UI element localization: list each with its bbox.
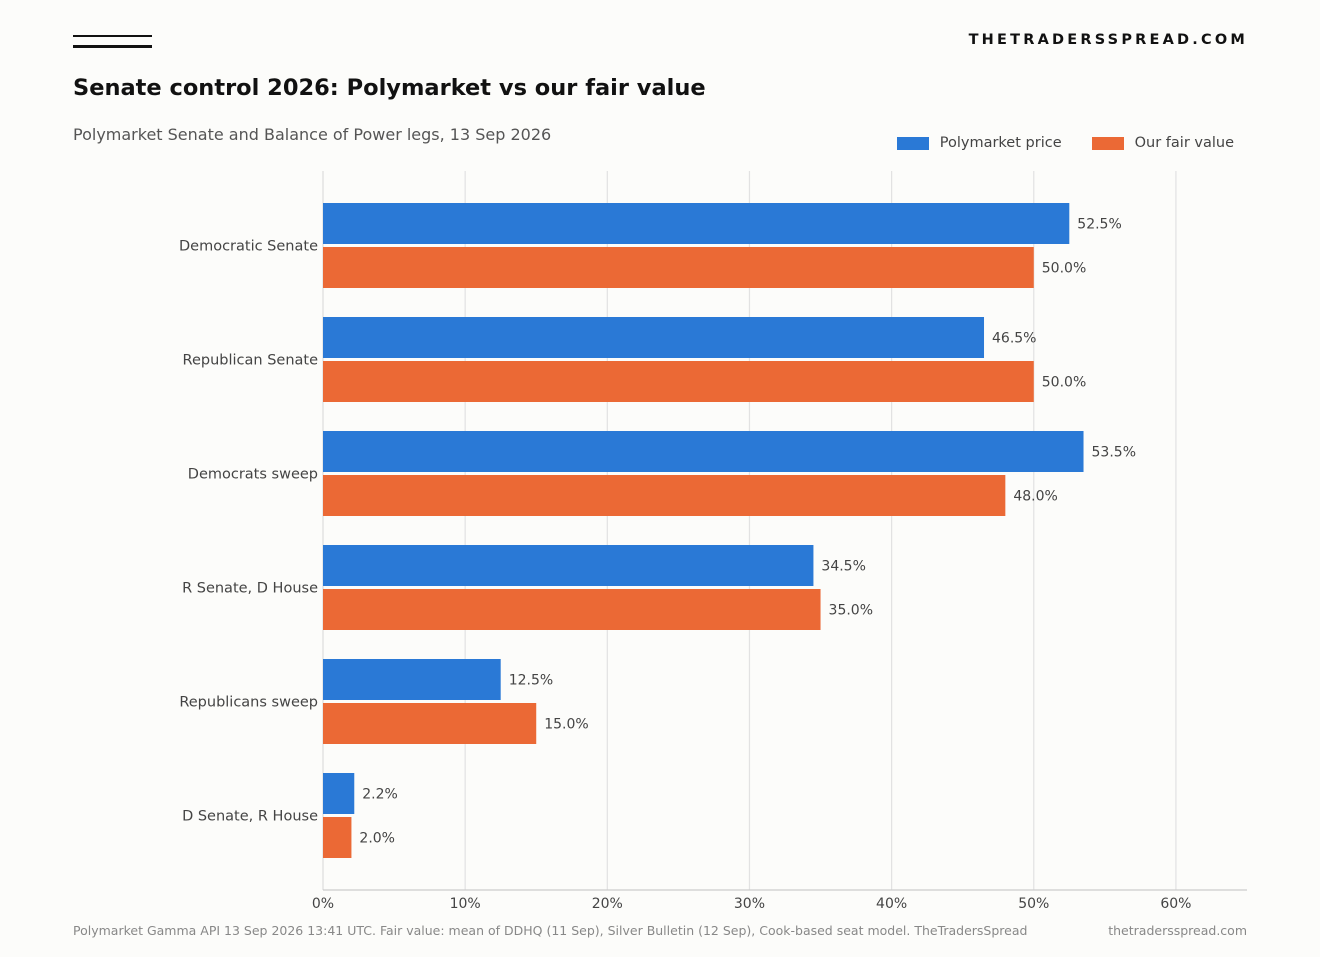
bar-fair-value-democratic-senate bbox=[323, 247, 1034, 288]
chart-subtitle: Polymarket Senate and Balance of Power l… bbox=[73, 125, 552, 144]
legend-item-fair-value: Our fair value bbox=[1091, 135, 1234, 151]
chart-title: Senate control 2026: Polymarket vs our f… bbox=[73, 75, 706, 101]
data-label-polymarket-r-senate-d-house: 34.5% bbox=[821, 559, 865, 575]
category-label-republican-senate: Republican Senate bbox=[183, 353, 319, 369]
brand-name: THETRADERSSPREAD.COM bbox=[968, 32, 1248, 48]
bar-fair-value-democrats-sweep bbox=[323, 475, 1006, 516]
data-label-polymarket-democratic-senate: 52.5% bbox=[1077, 217, 1121, 233]
category-label-democratic-senate: Democratic Senate bbox=[179, 239, 318, 255]
bar-polymarket-democratic-senate bbox=[323, 203, 1070, 244]
category-label-d-senate-r-house: D Senate, R House bbox=[182, 809, 318, 825]
data-label-polymarket-republican-senate: 46.5% bbox=[992, 331, 1036, 347]
header-rule-top bbox=[73, 35, 152, 37]
data-label-fair-value-republicans-sweep: 15.0% bbox=[544, 717, 588, 733]
category-label-r-senate-d-house: R Senate, D House bbox=[182, 581, 318, 597]
bar-fair-value-republicans-sweep bbox=[323, 703, 537, 744]
data-label-fair-value-democratic-senate: 50.0% bbox=[1042, 261, 1086, 277]
x-tick-label: 50% bbox=[1018, 896, 1049, 912]
data-label-fair-value-d-senate-r-house: 2.0% bbox=[359, 831, 395, 847]
chart-legend: Polymarket price Our fair value bbox=[867, 135, 1234, 151]
bar-polymarket-democrats-sweep bbox=[323, 431, 1084, 472]
bar-polymarket-d-senate-r-house bbox=[323, 773, 355, 814]
bar-fair-value-republican-senate bbox=[323, 361, 1034, 402]
x-tick-label: 40% bbox=[876, 896, 907, 912]
data-label-fair-value-democrats-sweep: 48.0% bbox=[1013, 489, 1057, 505]
bar-polymarket-r-senate-d-house bbox=[323, 545, 814, 586]
legend-item-polymarket: Polymarket price bbox=[896, 135, 1062, 151]
x-tick-label: 20% bbox=[592, 896, 623, 912]
category-label-democrats-sweep: Democrats sweep bbox=[188, 467, 318, 483]
legend-swatch-polymarket bbox=[896, 136, 929, 150]
footer-source-note: Polymarket Gamma API 13 Sep 2026 13:41 U… bbox=[73, 923, 1028, 938]
legend-swatch-fair-value bbox=[1091, 136, 1124, 150]
footer-site-url: thetradersspread.com bbox=[1108, 923, 1247, 938]
x-tick-label: 30% bbox=[734, 896, 765, 912]
bar-polymarket-republicans-sweep bbox=[323, 659, 501, 700]
data-label-polymarket-democrats-sweep: 53.5% bbox=[1092, 445, 1136, 461]
legend-label-polymarket: Polymarket price bbox=[939, 135, 1062, 151]
bar-polymarket-republican-senate bbox=[323, 317, 985, 358]
data-label-polymarket-d-senate-r-house: 2.2% bbox=[362, 787, 398, 803]
x-tick-label: 60% bbox=[1160, 896, 1191, 912]
x-tick-label: 10% bbox=[450, 896, 481, 912]
x-tick-label: 0% bbox=[312, 896, 334, 912]
legend-label-fair-value: Our fair value bbox=[1134, 135, 1234, 151]
header-rule-bottom bbox=[73, 45, 152, 48]
data-label-polymarket-republicans-sweep: 12.5% bbox=[509, 673, 553, 689]
data-label-fair-value-r-senate-d-house: 35.0% bbox=[829, 603, 873, 619]
category-label-republicans-sweep: Republicans sweep bbox=[179, 695, 318, 711]
bar-fair-value-d-senate-r-house bbox=[323, 817, 352, 858]
bar-fair-value-r-senate-d-house bbox=[323, 589, 821, 630]
data-label-fair-value-republican-senate: 50.0% bbox=[1042, 375, 1086, 391]
